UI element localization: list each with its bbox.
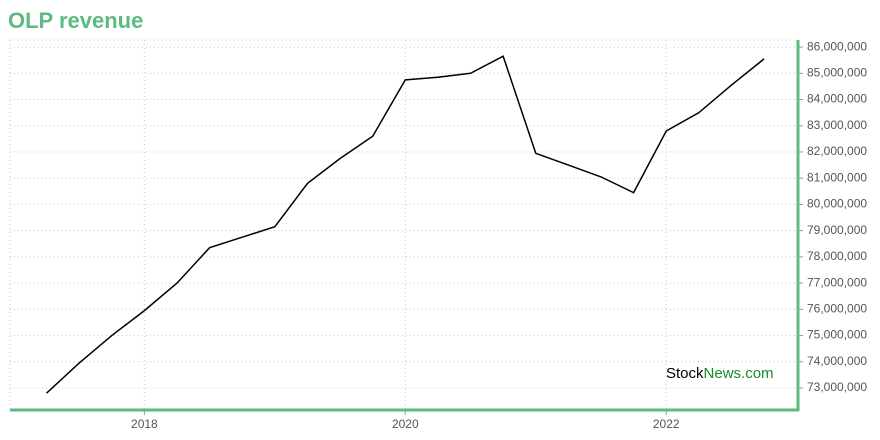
watermark: StockNews.com [666, 365, 774, 382]
y-tick-label: 85,000,000 [807, 65, 867, 79]
y-tick-label: 75,000,000 [807, 328, 867, 342]
chart-title: OLP revenue [8, 8, 143, 33]
y-tick-label: 77,000,000 [807, 275, 867, 289]
y-tick-label: 73,000,000 [807, 380, 867, 394]
y-tick-label: 83,000,000 [807, 118, 867, 132]
x-tick-label: 2020 [392, 417, 419, 431]
y-tick-label: 80,000,000 [807, 197, 867, 211]
y-tick-label: 74,000,000 [807, 354, 867, 368]
y-tick-label: 84,000,000 [807, 92, 867, 106]
y-tick-label: 86,000,000 [807, 39, 867, 53]
watermark-part: Stock [666, 365, 704, 382]
watermark-part: News.com [704, 365, 774, 382]
y-tick-label: 76,000,000 [807, 301, 867, 315]
x-tick-label: 2022 [653, 417, 680, 431]
x-tick-label: 2018 [131, 417, 158, 431]
y-tick-label: 81,000,000 [807, 170, 867, 184]
y-tick-label: 78,000,000 [807, 249, 867, 263]
y-tick-label: 82,000,000 [807, 144, 867, 158]
y-tick-label: 79,000,000 [807, 223, 867, 237]
line [46, 55, 765, 394]
